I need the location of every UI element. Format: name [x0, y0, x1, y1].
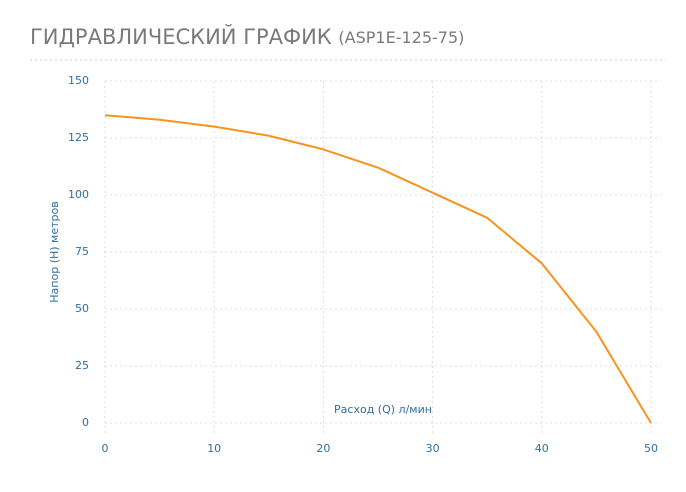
y-tick-label: 75: [75, 245, 89, 258]
y-tick-label: 50: [75, 302, 89, 315]
title: ГИДРАВЛИЧЕСКИЙ ГРАФИК: [30, 24, 332, 49]
x-tick-label: 30: [426, 442, 440, 455]
y-tick-label: 25: [75, 359, 89, 372]
x-tick-label: 50: [644, 442, 658, 455]
x-tick-label: 10: [207, 442, 221, 455]
y-tick-label: 125: [68, 131, 89, 144]
y-tick-label: 100: [68, 188, 89, 201]
y-tick-label: 150: [68, 74, 89, 87]
y-tick-label: 0: [82, 416, 89, 429]
x-tick-label: 0: [102, 442, 109, 455]
line: [104, 114, 652, 424]
y-axis-label: Напор (Н) метров: [48, 201, 61, 302]
subtitle: (ASP1E-125-75): [338, 28, 464, 47]
chart-title: ГИДРАВЛИЧЕСКИЙ ГРАФИК (ASP1E-125-75): [30, 24, 464, 49]
x-tick-label: 20: [316, 442, 330, 455]
x-tick-label: 40: [535, 442, 549, 455]
x-axis-label: Расход (Q) л/мин: [334, 403, 432, 416]
